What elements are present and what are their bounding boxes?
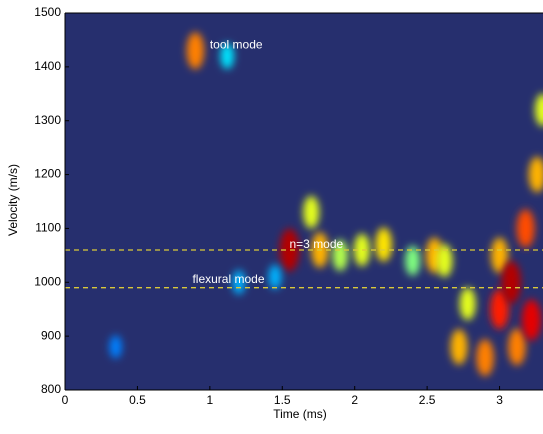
intensity-blob [405, 245, 421, 276]
intensity-blob [491, 237, 509, 274]
x-tick-label: 3 [496, 393, 503, 407]
y-tick-label: 1200 [34, 167, 61, 181]
intensity-blob [528, 156, 543, 193]
y-axis-label: Velocity (m/s) [6, 164, 20, 236]
y-tick-label: 1500 [34, 5, 61, 19]
intensity-blob [186, 32, 205, 70]
intensity-blob [303, 195, 320, 229]
intensity-blob [535, 93, 543, 127]
intensity-blob [436, 244, 453, 278]
x-tick-label: 1 [207, 393, 214, 407]
y-tick-label: 1300 [34, 113, 61, 127]
annotation: n=3 mode [290, 237, 344, 251]
intensity-blob [476, 339, 494, 377]
y-tick-label: 900 [41, 328, 61, 342]
intensity-blob [268, 264, 282, 290]
x-tick-label: 1.5 [274, 393, 291, 407]
annotation: tool mode [210, 37, 263, 51]
intensity-blob [490, 289, 509, 330]
y-tick-label: 1100 [35, 221, 61, 235]
plot-background [65, 13, 543, 390]
x-tick-label: 0.5 [129, 393, 146, 407]
x-axis-label: Time (ms) [273, 407, 327, 421]
intensity-blob [220, 43, 234, 69]
x-tick-label: 2 [351, 393, 358, 407]
intensity-blob [279, 228, 300, 272]
intensity-blob [459, 287, 476, 321]
intensity-blob [516, 209, 535, 248]
x-tick-label: 2.5 [419, 393, 436, 407]
intensity-blob [508, 328, 526, 366]
intensity-blob [501, 260, 521, 304]
plot-area [109, 32, 543, 377]
x-tick-label: 0 [62, 393, 69, 407]
intensity-blob [232, 270, 246, 295]
intensity-blob [450, 329, 468, 365]
y-tick-label: 800 [41, 382, 61, 396]
y-tick-label: 1400 [34, 59, 61, 73]
annotation: flexural mode [192, 272, 264, 286]
intensity-blob [332, 239, 348, 272]
y-tick-label: 1000 [34, 274, 61, 288]
intensity-blob [375, 227, 392, 262]
intensity-blob [521, 299, 541, 341]
intensity-blob [353, 233, 370, 267]
intensity-blob [109, 335, 122, 359]
